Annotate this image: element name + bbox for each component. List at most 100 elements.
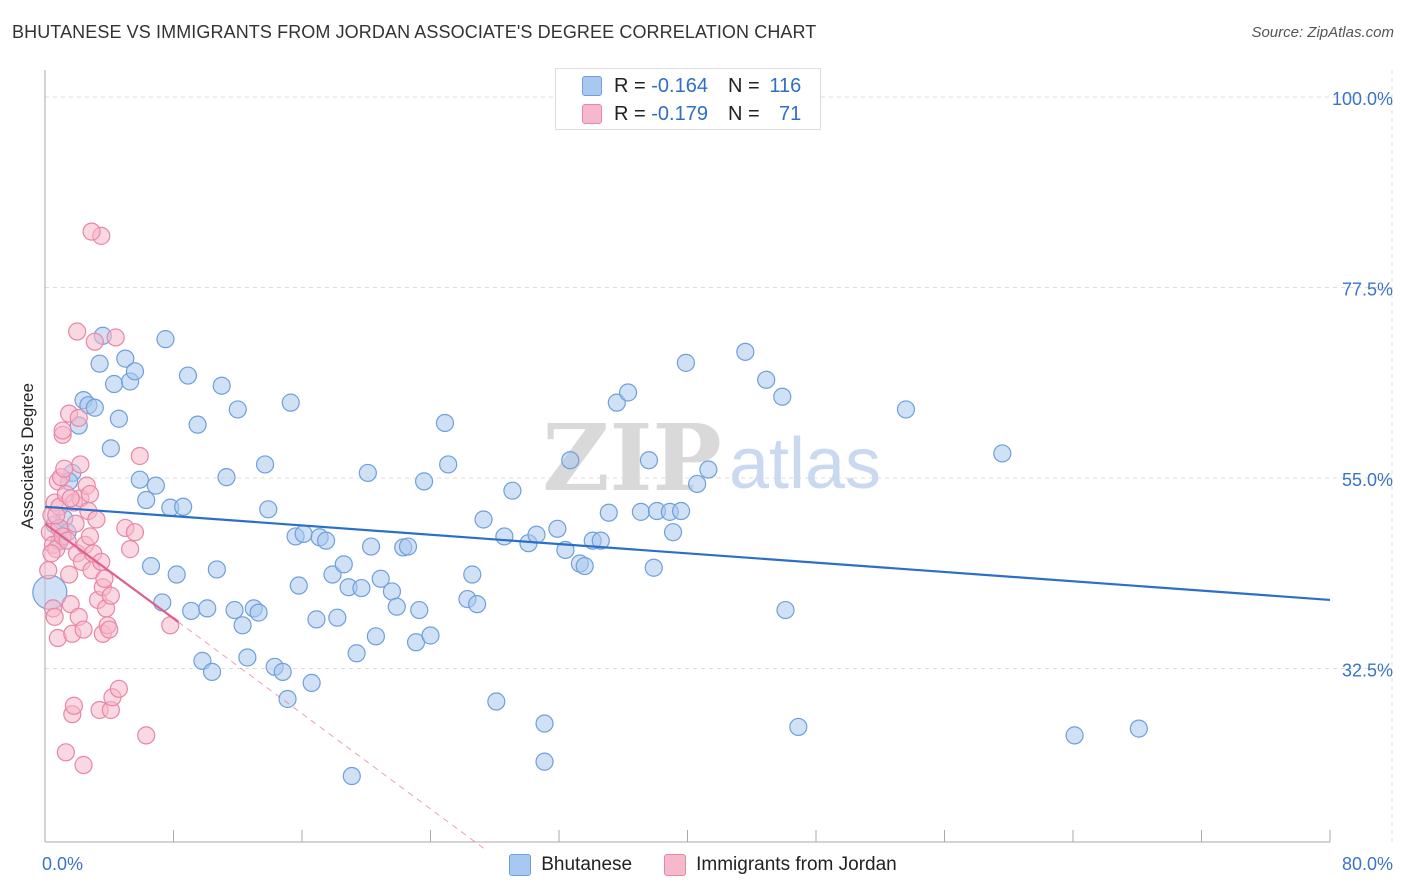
jordan-trend-line xyxy=(44,522,179,623)
r-label: R = xyxy=(614,102,646,125)
bhutanese-point xyxy=(178,366,198,385)
blue-swatch-icon xyxy=(582,76,602,96)
bhutanese-point xyxy=(414,472,434,491)
bhutanese-point xyxy=(439,455,458,474)
x-tick-label-min: 0.0% xyxy=(42,854,83,874)
n-label: N = xyxy=(727,74,760,97)
bhutanese-point xyxy=(599,503,618,522)
blue-swatch-icon xyxy=(509,854,532,876)
jordan-point xyxy=(80,484,100,504)
bhutanese-point xyxy=(104,374,124,394)
bhutanese-point xyxy=(663,523,683,542)
jordan-point xyxy=(74,755,93,775)
bhutanese-point xyxy=(487,692,506,711)
jordan-point xyxy=(109,679,128,698)
bhutanese-point xyxy=(527,525,546,544)
y-tick-label: 100.0% xyxy=(1332,89,1393,109)
bhutanese-point xyxy=(302,673,321,692)
watermark: ZIP atlas xyxy=(542,404,881,512)
n-label: N = xyxy=(727,102,760,125)
jordan-point xyxy=(68,322,87,341)
bhutanese-point xyxy=(101,439,120,458)
bhutanese-point xyxy=(387,597,406,616)
bhutanese-point xyxy=(225,600,244,620)
bhutanese-point xyxy=(789,717,808,737)
bhutanese-point xyxy=(130,470,149,489)
bhutanese-point xyxy=(153,593,172,612)
bhutanese-point xyxy=(639,451,659,470)
y-tick-label: 32.5% xyxy=(1342,661,1393,681)
jordan-point xyxy=(100,620,119,639)
bhutanese-point xyxy=(561,451,580,470)
y-axis-label: Associate's Degree xyxy=(18,383,37,529)
bhutanese-point xyxy=(328,608,347,627)
bhutanese-point xyxy=(198,599,217,618)
bhutanese-point xyxy=(90,354,109,373)
bhutanese-point xyxy=(334,555,353,574)
legend-item-jordan[interactable]: Immigrants from Jordan xyxy=(664,854,897,876)
bhutanese-point xyxy=(366,627,385,646)
x-tick-label-max: 80.0% xyxy=(1342,854,1393,874)
bhutanese-point xyxy=(207,560,226,579)
bhutanese-point xyxy=(146,476,165,495)
jordan-point xyxy=(47,506,66,525)
jordan-point xyxy=(42,544,61,563)
jordan-point xyxy=(87,510,106,529)
trend-layer xyxy=(44,505,1331,851)
bhutanese-point xyxy=(463,565,482,584)
bhutanese-point xyxy=(217,468,236,487)
bhutanese-point xyxy=(307,610,326,629)
bhutanese-point xyxy=(238,648,257,667)
jordan-point xyxy=(71,455,90,474)
jordan-point xyxy=(39,561,58,580)
bhutanese-point xyxy=(212,376,231,395)
bhutanese-point xyxy=(607,393,626,412)
bhutanese-point xyxy=(352,578,371,598)
bhutanese-point xyxy=(618,383,638,402)
bhutanese-point xyxy=(289,576,308,595)
jordan-point xyxy=(59,565,79,584)
r-value: -0.179 xyxy=(651,102,708,125)
bhutanese-point xyxy=(85,398,104,417)
legend-item-bhutanese[interactable]: Bhutanese xyxy=(509,854,632,876)
jordan-point xyxy=(56,743,75,762)
bhutanese-point xyxy=(156,330,175,349)
jordan-point xyxy=(130,446,149,466)
y-tick-label: 55.0% xyxy=(1342,470,1393,490)
pink-swatch-icon xyxy=(582,104,602,124)
bhutanese-point xyxy=(188,415,207,434)
jordan-point xyxy=(53,421,72,440)
bhutanese-point xyxy=(736,342,755,361)
jordan-point xyxy=(69,408,88,427)
bhutanese-point xyxy=(109,409,128,428)
jordan-point xyxy=(74,620,93,639)
bhutanese-point xyxy=(435,413,455,433)
jordan-point xyxy=(101,586,120,605)
jordan-point xyxy=(45,607,64,626)
bhutanese-point xyxy=(535,714,554,733)
bhutanese-point xyxy=(174,497,193,516)
bhutanese-point xyxy=(228,400,247,419)
jordan-point xyxy=(66,514,85,533)
bhutanese-point xyxy=(278,689,297,709)
bhutanese-point xyxy=(410,600,429,620)
bhutanese-point xyxy=(535,752,554,771)
stats-row-jordan: R = -0.179 N = 71 xyxy=(582,101,801,127)
bhutanese-point xyxy=(281,393,300,412)
bhutanese-point xyxy=(249,603,268,622)
bhutanese-point xyxy=(503,481,522,500)
n-value: 116 xyxy=(769,74,802,97)
bhutanese-point xyxy=(259,500,278,519)
r-value: -0.164 xyxy=(651,74,708,97)
bhutanese-point xyxy=(116,349,135,368)
jordan-point xyxy=(137,726,156,745)
bhutanese-point xyxy=(382,582,402,601)
bhutanese-point xyxy=(1129,719,1148,738)
bhutanese-point xyxy=(255,455,275,474)
bhutanese-point xyxy=(294,524,313,543)
bhutanese-point xyxy=(644,558,663,577)
bhutanese-point xyxy=(273,662,292,681)
bhutanese-point xyxy=(137,490,156,510)
jordan-point xyxy=(95,569,114,588)
